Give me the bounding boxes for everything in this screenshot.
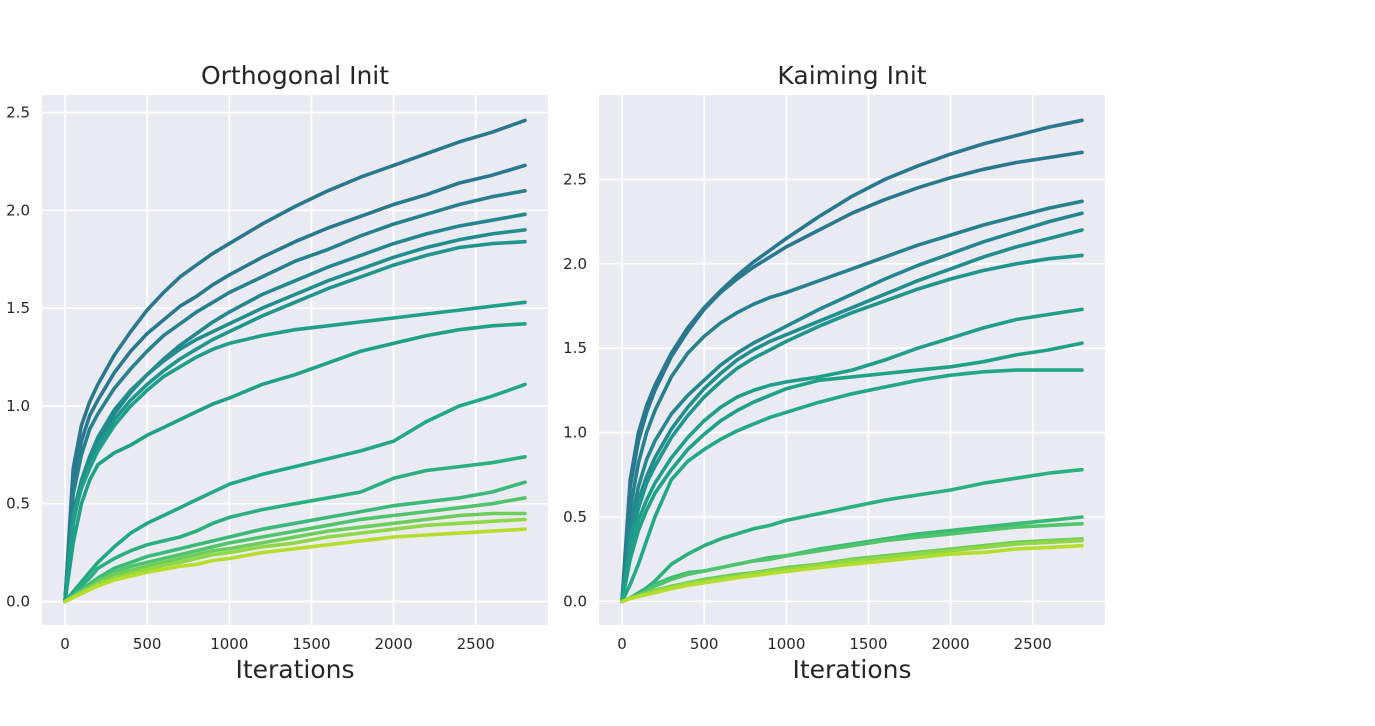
x-tick-labels: 0 500 1000 1500 2000 2500: [617, 635, 1052, 653]
series-line-10: [63, 454, 527, 604]
series-line-12: [620, 521, 1084, 604]
x-tick-label: 0: [60, 635, 70, 653]
y-tick-label: 0.5: [6, 495, 30, 513]
y-tick-labels: 0.0 0.5 1.0 1.5 2.0 2.5: [6, 104, 30, 611]
chart-orthogonal-init: 0 500 1000 1500 2000 2500 0.00.51.01.52.02.5 …: [6, 61, 548, 684]
y-tick-label: 1.0: [563, 424, 587, 442]
series-line-4: [620, 211, 1084, 604]
series-line-5: [620, 228, 1084, 604]
gridlines: [599, 95, 1105, 625]
y-tick-label: 2.0: [6, 201, 30, 219]
series-line-7: [620, 307, 1084, 604]
series-line-9: [620, 368, 1084, 604]
x-axis-label: Iterations: [235, 655, 354, 684]
x-tick-label: 2500: [457, 635, 495, 653]
x-tick-label: 1500: [292, 635, 330, 653]
y-tick-label: 2.0: [563, 255, 587, 273]
series-line-1: [63, 118, 527, 604]
y-tick-label: 0.0: [6, 593, 30, 611]
series-line-3: [63, 189, 527, 604]
y-tick-label: 1.5: [563, 339, 587, 357]
series-line-8: [620, 341, 1084, 604]
x-tick-label: 1500: [849, 635, 887, 653]
chart-title: Kaiming Init: [777, 61, 926, 90]
series-line-5: [63, 228, 527, 604]
y-tick-labels: 0.0 0.5 1.0 1.5 2.0 2.5: [563, 170, 587, 610]
x-tick-label: 500: [133, 635, 162, 653]
series-line-9: [63, 382, 527, 604]
y-tick-label: 1.0: [6, 397, 30, 415]
chart-kaiming-init: 0 500 1000 1500 2000 2500 0.00.51.01.52.02.5 …: [563, 61, 1105, 684]
series-line-6: [63, 239, 527, 604]
series-line-15: [63, 527, 527, 604]
series-line-10: [620, 467, 1084, 604]
y-tick-label: 0.0: [563, 592, 587, 610]
x-tick-label: 1000: [210, 635, 248, 653]
series-line-7: [63, 300, 527, 604]
x-tick-label: 0: [617, 635, 627, 653]
x-tick-labels: 0 500 1000 1500 2000 2500: [60, 635, 495, 653]
x-tick-label: 500: [690, 635, 719, 653]
series-lines: [63, 118, 527, 604]
x-tick-label: 2500: [1014, 635, 1052, 653]
y-tick-label: 2.5: [563, 170, 587, 188]
y-tick-label: 2.5: [6, 104, 30, 122]
x-axis-label: Iterations: [792, 655, 911, 684]
chart-title: Orthogonal Init: [201, 61, 389, 90]
x-tick-label: 1000: [767, 635, 805, 653]
y-tick-label: 1.5: [6, 299, 30, 317]
series-line-8: [63, 321, 527, 604]
series-line-2: [63, 163, 527, 604]
series-lines: [620, 118, 1084, 604]
series-line-2: [620, 150, 1084, 604]
series-line-1: [620, 118, 1084, 604]
series-line-15: [620, 543, 1084, 604]
x-tick-label: 2000: [931, 635, 969, 653]
y-tick-label: 0.5: [563, 508, 587, 526]
x-tick-label: 2000: [374, 635, 412, 653]
series-line-6: [620, 253, 1084, 604]
series-line-3: [620, 199, 1084, 604]
